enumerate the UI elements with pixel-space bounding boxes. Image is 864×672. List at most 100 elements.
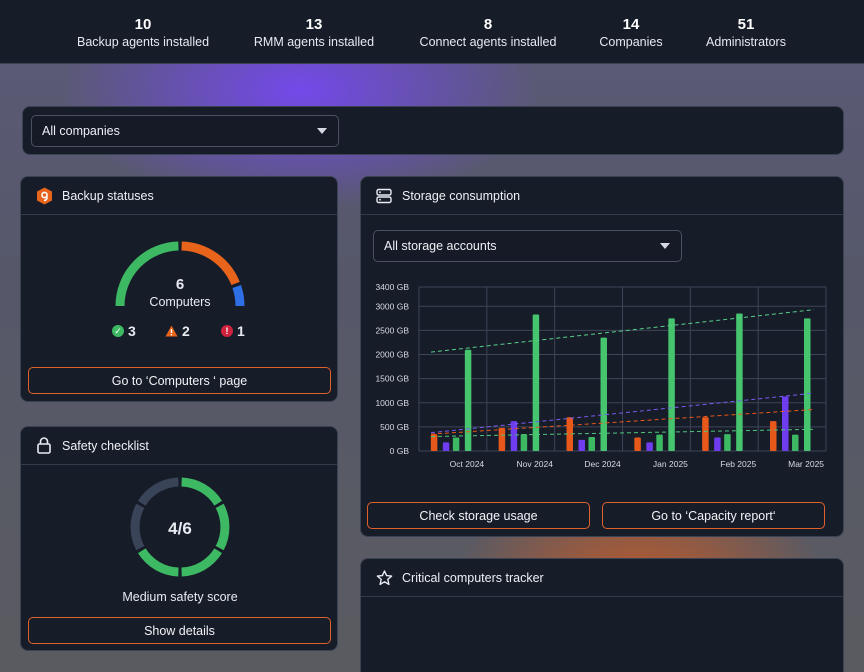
stat-label: Backup agents installed — [76, 35, 210, 49]
stat-administrators: 51 Administrators — [706, 16, 786, 51]
stat-value: 13 — [305, 16, 323, 33]
bar — [442, 442, 450, 451]
bar — [792, 434, 799, 451]
y-tick-label: 1500 GB — [375, 374, 409, 384]
show-details-button[interactable]: Show details — [28, 617, 331, 644]
bar — [510, 421, 518, 451]
bar — [668, 318, 675, 451]
error-icon: ! — [221, 325, 233, 337]
bar — [600, 337, 607, 451]
trend-line — [430, 392, 815, 434]
safety-segment-complete — [181, 477, 223, 506]
warning-count-value: 2 — [182, 323, 190, 339]
bar — [782, 396, 789, 451]
y-tick-label: 3000 GB — [375, 301, 409, 311]
bar — [452, 437, 460, 451]
x-tick-label: Oct 2024 — [450, 459, 485, 469]
go-to-computers-button[interactable]: Go to ‘Computers ‘ page — [28, 367, 331, 394]
panel-header: Backup statuses — [21, 177, 337, 215]
bar — [464, 349, 472, 451]
bar — [646, 442, 653, 451]
bar — [430, 434, 438, 451]
bar — [714, 437, 721, 451]
safety-score-label: Medium safety score — [122, 590, 238, 604]
panel-title: Storage consumption — [402, 188, 521, 203]
stat-value: 14 — [622, 16, 640, 33]
y-tick-label: 500 GB — [380, 422, 409, 432]
ok-count-value: 3 — [128, 323, 136, 339]
trend-line — [430, 428, 815, 438]
error-count-value: 1 — [237, 323, 245, 339]
bar — [724, 434, 731, 451]
bar — [588, 437, 595, 451]
error-count: ! 1 — [221, 323, 245, 339]
trend-line — [430, 309, 815, 353]
safety-segment-complete — [137, 548, 179, 577]
storage-account-select[interactable]: All storage accounts — [373, 230, 682, 262]
safety-score-ring — [130, 477, 230, 577]
chevron-down-icon — [317, 128, 327, 134]
bar — [656, 434, 663, 451]
storage-chart: 0 GB 500 GB 1000 GB 1500 GB 2000 GB 2500 GB 30… — [375, 282, 827, 469]
safety-segment-complete — [181, 548, 223, 577]
y-tick-label: 2500 GB — [375, 325, 409, 335]
safety-score: 4/6 — [168, 519, 192, 538]
critical-computers-panel: Critical computers tracker — [360, 558, 844, 672]
safety-segment-incomplete — [137, 477, 179, 506]
gauge-total: 6 — [175, 276, 185, 293]
y-tick-label: 2000 GB — [375, 350, 409, 360]
gauge-ok-segment — [115, 241, 179, 307]
lock-icon — [35, 437, 53, 455]
y-tick-label: 1000 GB — [375, 398, 409, 408]
stat-label: Administrators — [706, 35, 786, 49]
company-select[interactable]: All companies — [31, 115, 339, 147]
panel-title: Critical computers tracker — [402, 570, 544, 585]
chevron-down-icon — [660, 243, 670, 249]
x-tick-label: Nov 2024 — [517, 459, 554, 469]
company-select-value: All companies — [42, 124, 120, 138]
x-tick-label: Jan 2025 — [653, 459, 688, 469]
x-tick-label: Feb 2025 — [720, 459, 756, 469]
x-tick-label: Dec 2024 — [584, 459, 621, 469]
stat-companies: 14 Companies — [599, 16, 662, 51]
warning-icon — [165, 325, 178, 337]
bar — [804, 318, 811, 451]
x-tick-label: Mar 2025 — [788, 459, 824, 469]
storage-account-select-value: All storage accounts — [384, 239, 497, 253]
ok-count: ✓ 3 — [112, 323, 136, 339]
check-storage-usage-button[interactable]: Check storage usage — [367, 502, 590, 529]
safety-checklist-panel: Safety checklist 4/6 Medium safety score… — [20, 426, 338, 651]
panel-title: Safety checklist — [62, 438, 149, 453]
gauge-warning-segment — [181, 241, 240, 286]
bar — [498, 427, 506, 451]
summary-stats-bar: 10 Backup agents installed 13 RMM agents… — [0, 0, 864, 64]
gauge-info-segment — [232, 285, 245, 307]
stat-label: RMM agents installed — [253, 35, 375, 49]
safety-segment-complete — [215, 503, 230, 551]
capacity-report-button[interactable]: Go to ‘Capacity report‘ — [602, 502, 825, 529]
star-icon — [375, 569, 393, 587]
bar — [566, 417, 573, 451]
stat-value: 10 — [134, 16, 152, 33]
panel-title: Backup statuses — [62, 188, 154, 203]
stat-connect-agents: 8 Connect agents installed — [420, 16, 557, 51]
trend-line — [430, 409, 815, 435]
warning-count: 2 — [165, 323, 190, 339]
backup-status-gauge — [115, 241, 245, 307]
bar — [578, 439, 585, 451]
bar — [634, 437, 641, 451]
stat-label: Companies — [599, 35, 663, 49]
storage-server-icon — [375, 187, 393, 205]
stat-value: 8 — [483, 16, 493, 33]
stat-label: Connect agents installed — [419, 35, 557, 49]
panel-header: Storage consumption — [361, 177, 843, 215]
backup-statuses-panel: Backup statuses 6 Computers ✓ 3 2 ! 1 Go… — [20, 176, 338, 402]
bar — [532, 314, 540, 451]
safety-segment-incomplete — [130, 503, 145, 551]
bar — [770, 421, 777, 451]
y-tick-label: 3400 GB — [375, 282, 409, 292]
panel-header: Safety checklist — [21, 427, 337, 465]
y-tick-label: 0 GB — [390, 446, 410, 456]
company-filter-panel: All companies — [22, 106, 844, 155]
bar — [702, 417, 709, 451]
